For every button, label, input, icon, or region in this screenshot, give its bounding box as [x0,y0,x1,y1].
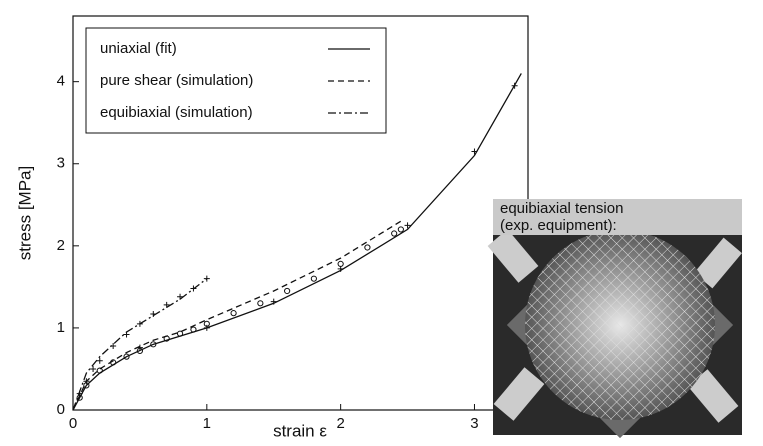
point [257,300,264,307]
x-tick-label: 0 [69,415,77,432]
y-tick-label: 0 [57,401,65,418]
point [511,82,518,89]
x-tick-label: 2 [336,415,344,432]
point [203,324,210,331]
x-tick-label: 3 [470,415,478,432]
point [90,365,97,372]
point [150,310,157,317]
point [136,320,143,327]
point [284,287,291,295]
point [270,298,277,305]
y-tick-label: 2 [57,237,65,254]
point [391,230,398,237]
point [177,293,184,300]
inset-photo [487,199,742,439]
point [230,310,237,317]
point [96,357,103,364]
point [163,335,170,342]
inset-label: equibiaxial tension [500,200,623,217]
legend: uniaxial (fit) pure shear (simulation) equ… [85,27,387,134]
point [190,285,197,292]
point [136,344,143,351]
y-tick-label: 4 [57,73,65,90]
point [123,353,130,360]
point [404,222,411,229]
point [337,260,344,267]
point [76,390,83,397]
point [310,275,317,282]
point [190,326,197,333]
x-axis-label: strain ε [273,421,327,440]
legend-label: equibiaxial (simulation) [100,104,253,121]
point [364,244,371,251]
point [471,148,478,155]
legend-box [85,27,387,134]
legend-label: pure shear (simulation) [100,72,253,89]
inset-label: (exp. equipment): [500,217,617,234]
y-axis-label: stress [MPa] [15,166,34,260]
point [123,331,130,338]
point [110,342,117,349]
y-tick-label: 3 [57,155,65,172]
point [163,301,170,308]
y-tick-label: 1 [57,319,65,336]
point [96,367,103,374]
x-tick-label: 1 [203,415,211,432]
point [203,275,210,282]
point [337,265,344,272]
point [176,330,184,337]
legend-label: uniaxial (fit) [100,40,177,57]
point [150,341,157,348]
point [397,226,404,233]
point [110,359,117,366]
series-line [72,278,208,411]
series-line [72,220,402,411]
point [83,378,90,385]
